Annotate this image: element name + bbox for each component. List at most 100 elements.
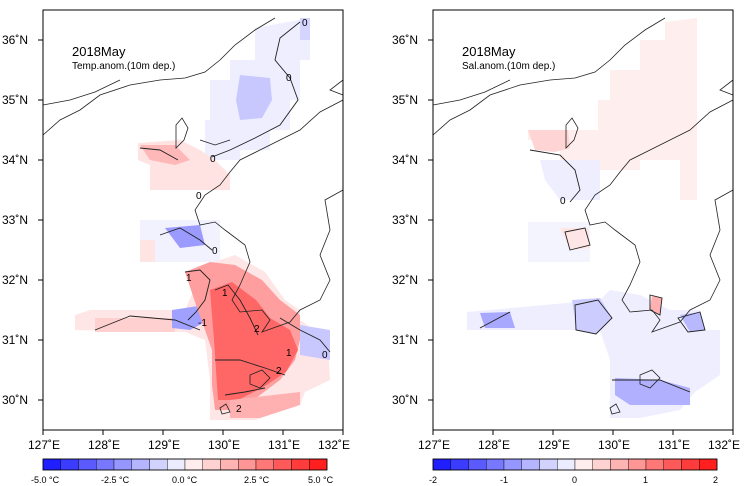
colorbar-cell	[184, 458, 203, 471]
colorbar-cell	[663, 458, 682, 471]
colorbar-cell	[113, 458, 132, 471]
right-map-subtitle: Sal.anom.(10m dep.)	[462, 61, 555, 72]
left-contours	[94, 21, 331, 396]
lat-tick-label: 36˚N	[392, 33, 418, 47]
left-coastlines	[42, 17, 344, 415]
lat-tick-label: 33˚N	[2, 213, 28, 227]
right-anomaly-field	[467, 18, 720, 418]
lon-tick-label: 132˚E	[708, 438, 740, 452]
colorbar-cell	[167, 458, 186, 471]
contour-label: 0	[322, 350, 328, 361]
colorbar-cell	[468, 458, 487, 471]
lat-tick-label: 31˚N	[392, 333, 418, 347]
lon-tick-label: 127˚E	[418, 438, 450, 452]
right-map-panel: 0 127˚E 128˚E 129˚E 130˚E 131˚E 132˚E 36…	[392, 9, 740, 485]
contour-label: -1	[198, 318, 207, 329]
lon-tick-label: 131˚E	[268, 438, 300, 452]
contour-label: 2	[276, 366, 282, 377]
lon-tick-label: 129˚E	[148, 438, 180, 452]
lon-tick-label: 130˚E	[208, 438, 240, 452]
right-ticks	[428, 39, 734, 435]
lat-tick-label: 32˚N	[392, 273, 418, 287]
colorbar-cell	[557, 458, 576, 471]
colorbar-label: -2	[429, 475, 437, 485]
colorbar-cell	[96, 458, 115, 471]
left-map-panel: 0 0 0 0 0 1 1 -1 2 2 1 0 2 127˚E 128˚E 1…	[2, 9, 350, 485]
colorbar-cell	[432, 458, 451, 471]
contour-label: 0	[302, 18, 308, 29]
lon-tick-label: 128˚E	[478, 438, 510, 452]
left-colorbar: -5.0 °C -2.5 °C 0.0 °C 2.5 °C 5.0 °C	[31, 458, 334, 485]
contour-label: 1	[186, 273, 192, 284]
lon-tick-label: 127˚E	[28, 438, 60, 452]
colorbar-cell	[592, 458, 611, 471]
lat-tick-label: 31˚N	[2, 333, 28, 347]
colorbar-cell	[486, 458, 505, 471]
colorbar-cell	[238, 458, 257, 471]
lon-tick-label: 128˚E	[88, 438, 120, 452]
lat-tick-label: 34˚N	[392, 153, 418, 167]
lon-tick-label: 131˚E	[658, 438, 690, 452]
lat-tick-label: 34˚N	[2, 153, 28, 167]
colorbar-label: 5.0 °C	[308, 475, 334, 485]
left-map-subtitle: Temp.anom.(10m dep.)	[72, 61, 175, 72]
colorbar-cell	[309, 458, 328, 471]
colorbar-cell	[78, 458, 97, 471]
colorbar-cell	[273, 458, 292, 471]
colorbar-cell	[503, 458, 522, 471]
right-colorbar-cells	[432, 458, 718, 471]
lat-tick-label: 32˚N	[2, 273, 28, 287]
left-colorbar-cells	[42, 458, 328, 471]
contour-label: 1	[286, 348, 292, 359]
left-anomaly-field	[75, 18, 330, 420]
lat-tick-label: 35˚N	[2, 93, 28, 107]
colorbar-cell	[291, 458, 310, 471]
contour-label: 0	[286, 73, 292, 84]
colorbar-cell	[131, 458, 150, 471]
lon-tick-label: 132˚E	[318, 438, 350, 452]
colorbar-label: -2.5 °C	[101, 475, 130, 485]
lat-tick-label: 30˚N	[392, 393, 418, 407]
contour-label: 0	[196, 191, 202, 202]
colorbar-label: 2.5 °C	[244, 475, 270, 485]
contour-label: 0	[560, 196, 566, 207]
colorbar-cell	[149, 458, 168, 471]
right-map-title: 2018May	[462, 44, 516, 59]
lat-tick-label: 30˚N	[2, 393, 28, 407]
lon-tick-label: 130˚E	[598, 438, 630, 452]
colorbar-cell	[610, 458, 629, 471]
contour-label: 0	[210, 154, 216, 165]
colorbar-cell	[202, 458, 221, 471]
colorbar-label: 2	[713, 475, 718, 485]
lat-tick-label: 36˚N	[2, 33, 28, 47]
colorbar-cell	[42, 458, 61, 471]
right-coastlines	[432, 17, 734, 415]
colorbar-cell	[539, 458, 558, 471]
left-map-title: 2018May	[72, 44, 126, 59]
colorbar-label: -5.0 °C	[31, 475, 60, 485]
colorbar-label: 0.0 °C	[172, 475, 198, 485]
contour-label: 0	[212, 246, 218, 257]
lon-tick-label: 129˚E	[538, 438, 570, 452]
colorbar-cell	[681, 458, 700, 471]
contour-label: 1	[222, 288, 228, 299]
right-contours	[479, 149, 706, 393]
colorbar-cell	[450, 458, 469, 471]
colorbar-cell	[60, 458, 79, 471]
contour-label: 2	[254, 324, 260, 335]
contour-label: 2	[236, 404, 242, 415]
colorbar-cell	[255, 458, 274, 471]
colorbar-cell	[521, 458, 540, 471]
lat-tick-label: 33˚N	[392, 213, 418, 227]
colorbar-cell	[574, 458, 593, 471]
lat-tick-label: 35˚N	[392, 93, 418, 107]
left-contour-labels: 0 0 0 0 0 1 1 -1 2 2 1 0 2	[186, 18, 328, 415]
right-colorbar: -2 -1 0 1 2	[429, 458, 718, 485]
colorbar-cell	[699, 458, 718, 471]
colorbar-cell	[645, 458, 664, 471]
colorbar-label: 1	[643, 475, 648, 485]
colorbar-label: 0	[572, 475, 577, 485]
colorbar-cell	[220, 458, 239, 471]
colorbar-label: -1	[500, 475, 508, 485]
